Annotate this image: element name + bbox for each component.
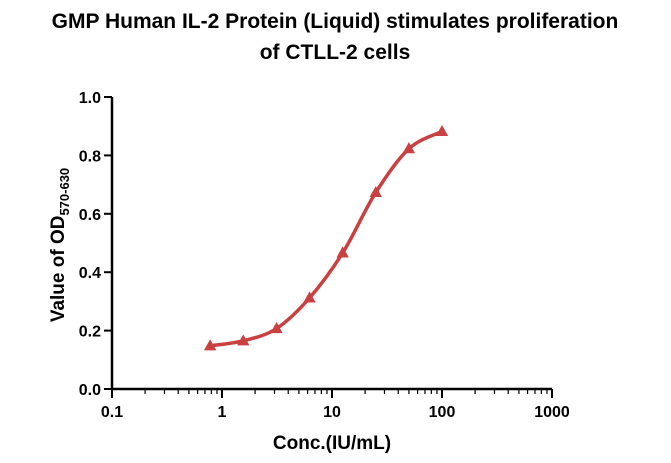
y-tick-label: 0.0 xyxy=(79,382,101,399)
x-axis-title: Conc.(IU/mL) xyxy=(273,433,391,454)
y-tick-label: 1.0 xyxy=(79,90,101,107)
x-tick-label: 100 xyxy=(429,404,456,421)
y-axis-title-main: Value of OD xyxy=(48,216,69,323)
series-line xyxy=(208,129,444,348)
x-tick-label: 1000 xyxy=(534,404,570,421)
chart-title-line-1: GMP Human IL-2 Protein (Liquid) stimulat… xyxy=(52,10,619,33)
y-axis-title-subscript: 570-630 xyxy=(57,168,72,216)
data-point-marker xyxy=(237,334,250,346)
y-tick-label: 0.4 xyxy=(79,265,101,282)
data-point-marker xyxy=(270,322,283,334)
x-tick-label: 10 xyxy=(323,404,341,421)
data-point-marker xyxy=(402,142,416,154)
data-point-marker xyxy=(303,291,316,303)
y-tick-label: 0.6 xyxy=(79,207,101,224)
data-point-marker xyxy=(203,339,217,351)
y-axis-title: Value of OD570-630 xyxy=(48,168,72,322)
data-point-marker xyxy=(435,124,449,137)
x-tick-label: 1 xyxy=(218,404,227,421)
data-point-marker xyxy=(369,185,382,198)
chart-title-line-2: of CTLL-2 cells xyxy=(260,41,411,64)
x-axis: 0.1 1 10 100 1000 xyxy=(101,387,570,421)
data-point-marker xyxy=(336,246,349,258)
y-tick-label: 0.8 xyxy=(79,148,101,165)
y-tick-label: 0.2 xyxy=(79,324,101,341)
x-tick-label: 0.1 xyxy=(101,404,123,421)
y-axis: 0.0 0.2 0.4 0.6 0.8 1.0 xyxy=(79,90,114,399)
series-group xyxy=(203,124,449,351)
